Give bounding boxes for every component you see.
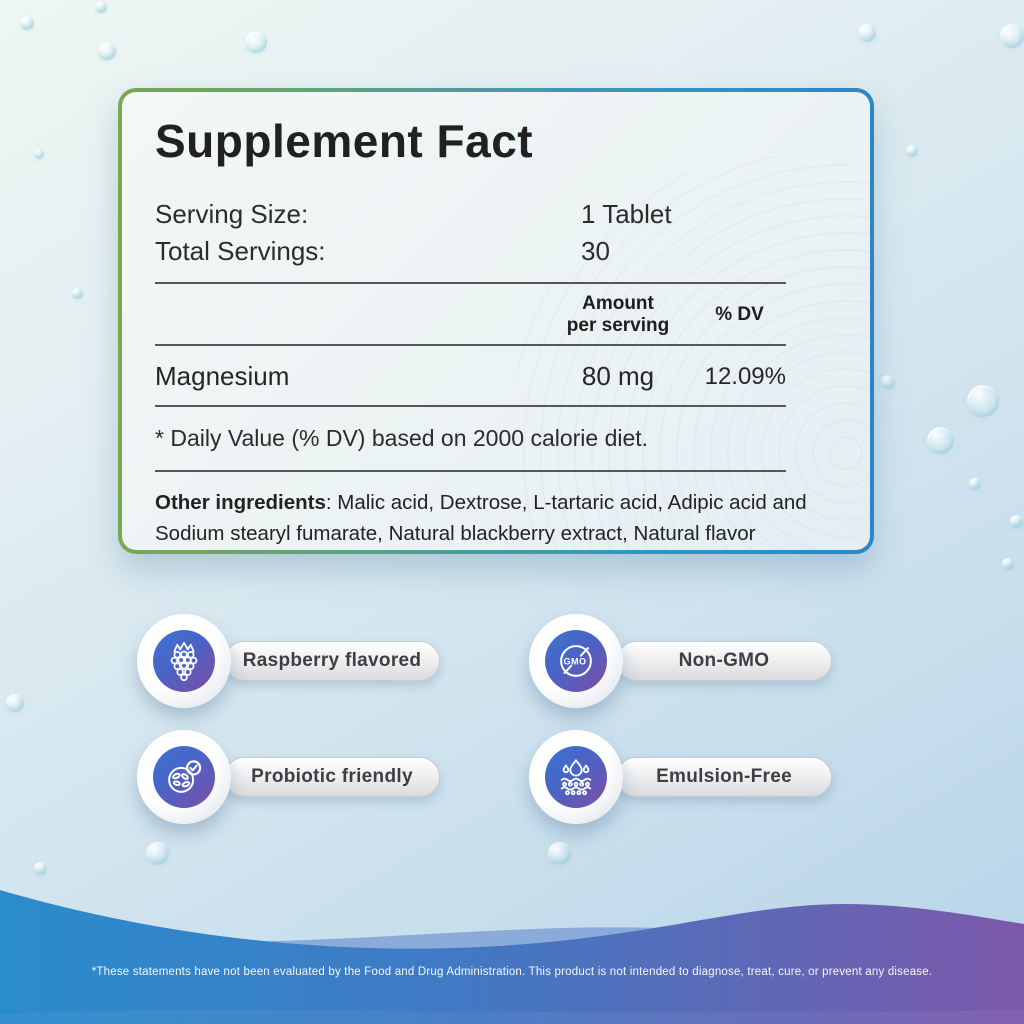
bubble-decoration [245, 31, 267, 53]
serving-size-row: Serving Size: 1 Tablet [155, 196, 830, 233]
feature-badge-circle: GMO [529, 614, 623, 708]
bubble-decoration [20, 16, 34, 30]
serving-size-label: Serving Size: [155, 199, 309, 229]
bubble-decoration [34, 149, 44, 159]
bubble-decoration [1002, 558, 1014, 570]
divider [155, 470, 786, 472]
panel-title: Supplement Fact [155, 115, 534, 167]
dv-header: % DV [715, 304, 764, 325]
svg-text:GMO: GMO [563, 656, 586, 666]
emulsion-free-icon [545, 746, 607, 808]
non-gmo-icon: GMO [545, 630, 607, 692]
nutrient-name: Magnesium [155, 361, 290, 391]
total-servings-label: Total Servings: [155, 236, 326, 266]
bottom-wave-decoration [0, 890, 1024, 1024]
probiotic-icon [153, 746, 215, 808]
feature-badge-circle [137, 730, 231, 824]
feature-emulsion-free: Emulsion-Free [529, 730, 859, 824]
other-ingredients-text: : Malic acid, Dextrose, L-tartaric acid,… [155, 491, 807, 545]
bubble-decoration [1000, 24, 1024, 48]
bubble-decoration [72, 288, 83, 299]
bubble-decoration [95, 1, 107, 13]
feature-badge-circle [137, 614, 231, 708]
bubble-decoration [967, 385, 999, 417]
bubble-decoration [1010, 515, 1023, 528]
bubble-decoration [858, 24, 876, 42]
bubble-decoration [6, 694, 24, 712]
serving-size-value: 1 Tablet [581, 199, 672, 229]
other-ingredients-label: Other ingredients [155, 491, 326, 514]
bubble-decoration [927, 427, 954, 454]
nutrient-amount: 80 mg [581, 361, 655, 391]
bubble-decoration [34, 862, 47, 875]
daily-value-footnote: * Daily Value (% DV) based on 2000 calor… [155, 425, 649, 451]
total-servings-value: 30 [581, 236, 610, 266]
feature-raspberry-flavored: Raspberry flavored [137, 614, 467, 708]
feature-label-pill: Raspberry flavored [224, 641, 440, 681]
divider [155, 405, 786, 407]
fda-disclaimer: *These statements have not been evaluate… [91, 966, 933, 978]
feature-probiotic-friendly: Probiotic friendly [137, 730, 467, 824]
amount-header: Amount per serving [566, 293, 670, 336]
bubble-decoration [881, 375, 895, 389]
feature-label-pill: Non-GMO [616, 641, 832, 681]
bubble-decoration [548, 842, 571, 865]
raspberry-icon [153, 630, 215, 692]
bubble-decoration [969, 478, 981, 490]
other-ingredients: Other ingredients: Malic acid, Dextrose,… [155, 487, 830, 550]
supplement-facts-content: Supplement Fact Serving Size: 1 Tablet T… [122, 92, 870, 550]
total-servings-row: Total Servings: 30 [155, 233, 830, 270]
bubble-decoration [146, 842, 169, 865]
table-header-row: Amount per serving % DV [155, 284, 786, 344]
feature-badge-circle [529, 730, 623, 824]
supplement-facts-panel: Supplement Fact Serving Size: 1 Tablet T… [118, 88, 874, 554]
divider [155, 282, 786, 284]
table-row: Magnesium 80 mg 12.09% [155, 346, 786, 405]
bubble-decoration [906, 145, 918, 157]
feature-label-pill: Emulsion-Free [616, 757, 832, 797]
bubble-decoration [98, 42, 116, 60]
divider [155, 344, 786, 346]
nutrient-dv: 12.09% [704, 362, 786, 390]
feature-non-gmo: Non-GMO GMO [529, 614, 859, 708]
feature-label-pill: Probiotic friendly [224, 757, 440, 797]
